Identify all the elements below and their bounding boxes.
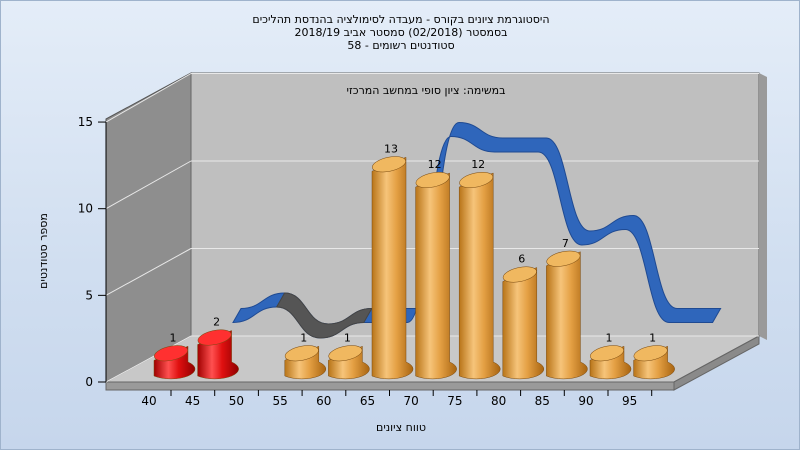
chart-title-line-1: היסטוגרמת ציונים בקורס - מעבדה לסימולציה… <box>252 13 549 26</box>
bar-body <box>546 251 588 380</box>
bar-top <box>590 345 624 362</box>
bar-value-label: 6 <box>518 253 525 266</box>
gridline-side <box>105 335 192 383</box>
x-tick-label: 65 <box>360 394 375 408</box>
chart-title-line-2: בסמסטר (02/2018) סמסטר אביב 2018/19 <box>294 26 507 39</box>
bar-top <box>154 345 188 362</box>
bar-top <box>415 172 450 188</box>
floor-front <box>105 381 675 391</box>
x-axis-title: טווח ציונים <box>376 421 426 434</box>
x-tick-label: 50 <box>229 394 244 408</box>
bar-top <box>328 345 363 362</box>
bar-value-label: 2 <box>213 316 220 329</box>
bar-body <box>415 172 457 380</box>
chart-subtitle: במשימה: ציון סופי במחשב המרכזי <box>346 84 505 97</box>
bar-value-label: 12 <box>428 158 442 171</box>
bar-value-label: 13 <box>384 142 398 155</box>
x-axis-ticks: 40 45 50 55 60 65 70 75 80 85 90 95 <box>141 390 653 408</box>
distribution-ribbon-low <box>275 292 373 339</box>
bar-top <box>284 345 319 362</box>
x-tick-label: 75 <box>447 394 462 408</box>
y-tick-label: 15 <box>78 115 93 129</box>
y-axis-title: מספר סטודנטים <box>37 213 50 289</box>
y-tick-label: 0 <box>85 375 93 389</box>
bar-value-label: 1 <box>649 331 656 344</box>
bar-top <box>197 329 232 346</box>
x-tick-label: 45 <box>185 394 200 408</box>
x-tick-label: 70 <box>404 394 419 408</box>
bar-top <box>372 156 406 173</box>
y-tick-label: 5 <box>85 288 93 302</box>
x-tick-label: 85 <box>535 394 550 408</box>
bar-top <box>459 172 494 188</box>
x-tick-label: 80 <box>491 394 506 408</box>
gridlines <box>105 73 759 383</box>
gridline-side <box>105 73 192 123</box>
bar-top <box>633 345 668 362</box>
x-tick-label: 40 <box>141 394 156 408</box>
y-axis-ticks: 0 5 10 15 <box>78 115 107 389</box>
side-wall <box>105 72 192 383</box>
bar-body <box>371 156 414 380</box>
bar-body <box>458 172 501 380</box>
x-tick-label: 95 <box>622 394 637 408</box>
gridline-side <box>105 160 192 210</box>
back-wall-edge <box>759 73 767 340</box>
x-tick-label: 55 <box>272 394 287 408</box>
bar-top <box>502 266 537 283</box>
bar-top <box>546 250 581 267</box>
bar-value-label: 12 <box>471 158 485 171</box>
x-tick-label: 60 <box>316 394 331 408</box>
chart-title-line-3: סטודנטים רשומים - 58 <box>347 39 454 52</box>
bar-value-label: 1 <box>300 331 307 344</box>
bar-value-label: 1 <box>606 331 613 344</box>
x-tick-label: 90 <box>578 394 593 408</box>
bar-value-label: 7 <box>562 237 569 250</box>
y-tick-label: 10 <box>78 202 93 216</box>
bar-value-label: 1 <box>170 331 177 344</box>
bar-value-label: 1 <box>344 331 351 344</box>
floor-side <box>673 335 760 391</box>
bar-body <box>502 267 545 380</box>
gridline-side <box>105 248 192 296</box>
